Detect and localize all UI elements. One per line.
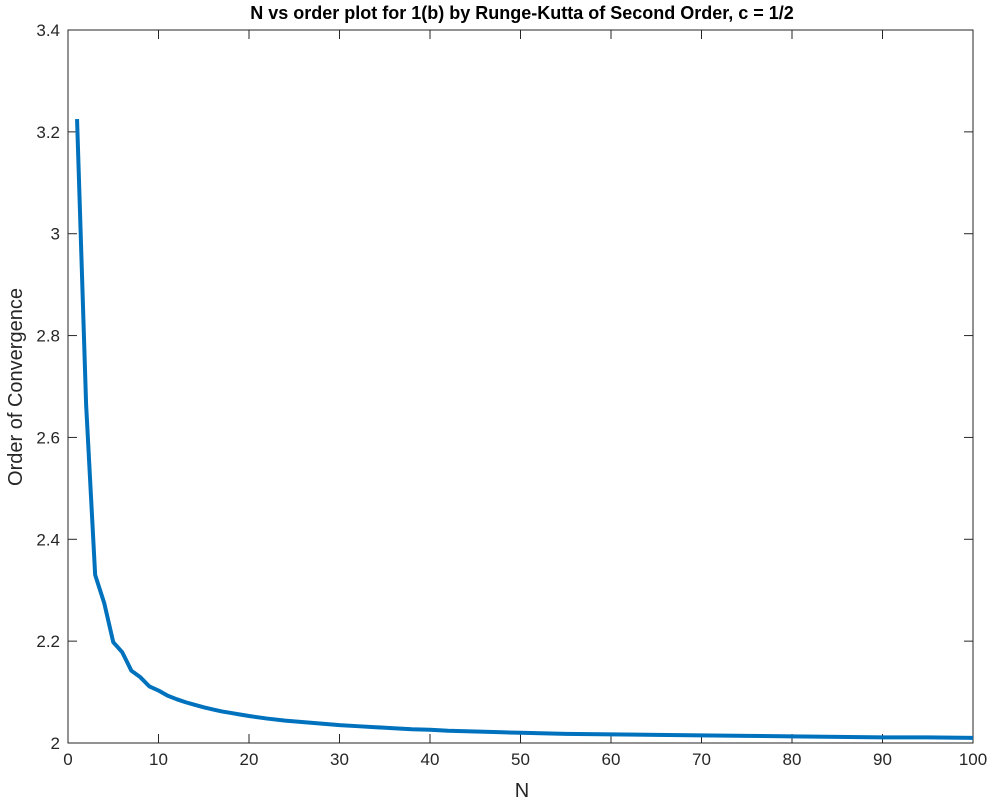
x-tick-label: 30 xyxy=(330,750,349,769)
y-tick-label: 3.2 xyxy=(36,123,60,142)
series-layer xyxy=(75,119,974,740)
y-tick-label: 2.2 xyxy=(36,632,60,651)
x-tick-label: 40 xyxy=(421,750,440,769)
x-tick-label: 20 xyxy=(240,750,259,769)
x-tick-label: 90 xyxy=(873,750,892,769)
y-tick-label: 2.4 xyxy=(36,530,60,549)
chart-title: N vs order plot for 1(b) by Runge-Kutta … xyxy=(250,3,794,23)
x-axis: 0 10 20 30 40 50 60 70 80 90 100 xyxy=(63,30,987,769)
x-tick-label: 60 xyxy=(602,750,621,769)
x-axis-label: N xyxy=(515,780,529,802)
y-tick-label: 3 xyxy=(51,225,60,244)
series-line-1 xyxy=(75,119,974,740)
y-axis: 2 2.2 2.4 2.6 2.8 3 3.2 3.4 xyxy=(36,21,973,753)
x-tick-label: 10 xyxy=(149,750,168,769)
axes-box xyxy=(67,29,974,744)
x-tick-label: 50 xyxy=(511,750,530,769)
plot-area: 0 10 20 30 40 50 60 70 80 90 100 2 2.2 2.4 2.6 2.8 3 3.2… xyxy=(36,21,987,769)
x-tick-label: 0 xyxy=(63,750,72,769)
x-tick-label: 80 xyxy=(783,750,802,769)
y-tick-label: 2.8 xyxy=(36,327,60,346)
x-tick-label: 100 xyxy=(959,750,987,769)
y-tick-label: 3.4 xyxy=(36,21,60,40)
y-axis-label: Order of Convergence xyxy=(5,288,27,486)
y-tick-label: 2.6 xyxy=(36,428,60,447)
x-tick-label: 70 xyxy=(692,750,711,769)
y-tick-label: 2 xyxy=(51,734,60,753)
